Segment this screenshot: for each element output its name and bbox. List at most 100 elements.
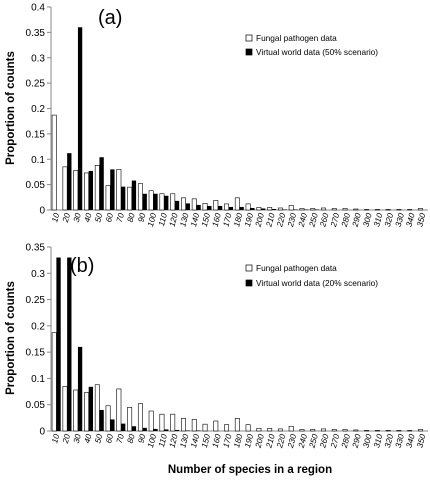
virtual-world-bar <box>153 428 158 431</box>
fungal-pathogen-bar <box>288 425 294 432</box>
x-tick-label: 180 <box>232 433 244 449</box>
x-tick-label: 220 <box>275 433 288 450</box>
virtual-world-bar <box>77 27 83 210</box>
fungal-pathogen-bar <box>105 185 111 211</box>
panel-label: (b) <box>70 255 94 277</box>
virtual-world-bar <box>110 419 115 431</box>
fungal-pathogen-bar <box>202 423 208 432</box>
x-tick-label: 140 <box>189 433 201 449</box>
x-tick-label: 310 <box>372 212 384 228</box>
legend-entry: Virtual world data (20% scenario) <box>256 278 378 288</box>
fungal-pathogen-bar <box>137 183 143 211</box>
virtual-world-bar <box>164 429 169 431</box>
legend-entry: Virtual world data (50% scenario) <box>256 47 378 57</box>
fungal-pathogen-bar <box>310 429 316 432</box>
virtual-world-bar <box>142 193 147 210</box>
y-tick-label: 0.4 <box>31 3 45 14</box>
y-tick-label: 0.2 <box>31 321 45 332</box>
fungal-pathogen-bar <box>396 209 402 211</box>
x-tick-label: 330 <box>394 212 406 228</box>
x-tick-label: 100 <box>146 433 158 449</box>
virtual-world-bar <box>67 257 72 431</box>
x-tick-label: 60 <box>104 433 115 445</box>
virtual-world-bar <box>239 206 244 210</box>
virtual-world-bar <box>88 386 94 431</box>
x-tick-label: 260 <box>318 433 331 450</box>
virtual-world-bar <box>185 203 190 210</box>
fungal-pathogen-bar <box>224 203 230 211</box>
x-tick-label: 270 <box>329 433 342 450</box>
x-tick-label: 40 <box>83 212 94 224</box>
fungal-pathogen-bar <box>94 165 100 211</box>
x-tick-label: 330 <box>394 433 406 449</box>
fungal-pathogen-bar <box>418 208 423 211</box>
x-tick-label: 240 <box>297 212 310 229</box>
fungal-pathogen-bar <box>213 420 219 432</box>
x-tick-label: 240 <box>297 433 310 450</box>
x-tick-label: 320 <box>383 433 395 449</box>
legend-entry: Fungal pathogen data <box>256 263 337 273</box>
y-tick-label: 0.25 <box>26 295 46 306</box>
fungal-pathogen-bar <box>299 429 305 432</box>
fungal-pathogen-bar <box>51 114 57 211</box>
virtual-world-bar <box>282 209 287 210</box>
x-tick-label: 110 <box>157 433 169 448</box>
legend: Fungal pathogen data Virtual world data (… <box>245 33 378 57</box>
x-tick-label: 10 <box>50 433 61 445</box>
fungal-pathogen-bar <box>51 332 57 432</box>
x-tick-label: 340 <box>405 433 417 449</box>
x-tick-label: 30 <box>72 212 83 224</box>
fungal-pathogen-bar <box>234 418 240 432</box>
virtual-world-bar <box>217 205 223 210</box>
x-tick-label: 30 <box>72 433 83 445</box>
virtual-world-bar <box>56 257 61 431</box>
virtual-world-bar <box>110 169 115 210</box>
y-tick-label: 0.35 <box>26 28 46 39</box>
panel-label: (a) <box>98 7 122 29</box>
virtual-world-bar <box>131 180 137 210</box>
y-tick-label: 0.1 <box>31 374 45 385</box>
x-tick-label: 140 <box>189 212 201 228</box>
fungal-pathogen-bar <box>407 430 413 432</box>
y-tick-label: 0.35 <box>26 243 46 254</box>
fungal-pathogen-bar <box>353 208 359 211</box>
fungal-pathogen-bar <box>321 428 326 432</box>
x-tick-label: 150 <box>200 212 212 228</box>
y-tick-label: 0.05 <box>26 400 46 411</box>
x-tick-label: 250 <box>307 433 320 450</box>
x-tick-label: 150 <box>200 433 212 449</box>
x-tick-label: 70 <box>115 433 126 445</box>
virtual-world-bar <box>164 195 169 210</box>
virtual-world-bar <box>250 207 255 210</box>
fungal-pathogen-bar <box>234 197 240 211</box>
virtual-world-bar <box>304 209 309 210</box>
fungal-pathogen-bar <box>73 170 79 211</box>
fungal-pathogen-bar <box>159 193 165 211</box>
y-tick-label: 0.25 <box>26 79 46 90</box>
fungal-pathogen-bar <box>353 429 359 432</box>
panel-a: 0 0.05 0.1 0.15 0.2 0.25 0.3 0.35 0.4 Proportion … <box>5 3 428 229</box>
x-tick-label: 100 <box>146 212 158 228</box>
fungal-pathogen-bar <box>245 203 251 211</box>
virtual-world-bar <box>99 157 104 210</box>
fungal-pathogen-bar <box>342 208 348 211</box>
fungal-pathogen-bar <box>94 384 100 432</box>
virtual-world-bar <box>174 200 180 210</box>
virtual-world-bar <box>185 430 190 431</box>
fungal-pathogen-bar <box>256 428 262 432</box>
x-tick-label: 350 <box>415 212 427 228</box>
x-tick-label: 210 <box>264 433 277 450</box>
fungal-pathogen-bar <box>84 392 89 432</box>
legend-swatch-fungal-pathogen <box>245 264 253 272</box>
virtual-world-bar <box>196 204 201 210</box>
fungal-pathogen-bar <box>310 208 316 211</box>
fungal-pathogen-bar <box>181 197 186 211</box>
fungal-pathogen-bar <box>148 190 154 211</box>
x-tick-label: 160 <box>211 433 223 449</box>
fungal-pathogen-bar <box>277 207 283 211</box>
fungal-pathogen-bar <box>385 430 391 432</box>
x-tick-label: 290 <box>350 212 363 229</box>
virtual-world-bar <box>261 208 266 210</box>
x-tick-label: 220 <box>275 212 288 229</box>
fungal-pathogen-bar <box>267 428 273 432</box>
